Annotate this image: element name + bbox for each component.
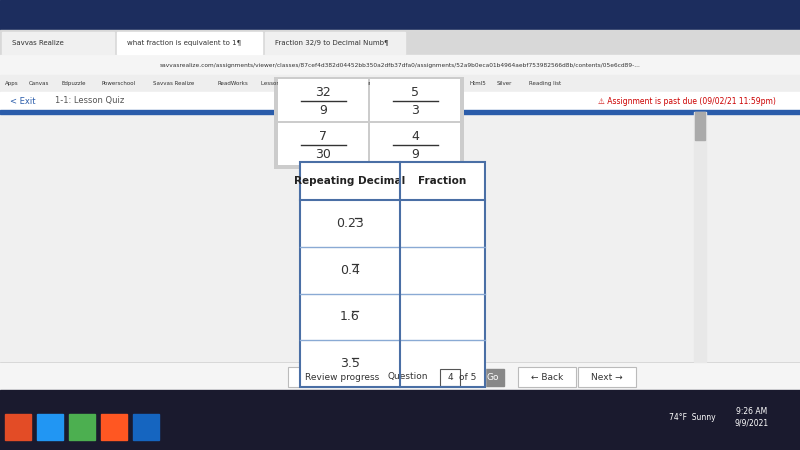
Bar bbox=[0, 30, 800, 55]
Bar bbox=[288, 367, 396, 387]
Text: Savvas Realize: Savvas Realize bbox=[12, 40, 64, 46]
Text: 3.5: 3.5 bbox=[340, 357, 360, 370]
Text: savvasrealize.com/assignments/viewer/classes/87cef4d382d04452bb350a2dfb37dfa0/as: savvasrealize.com/assignments/viewer/cla… bbox=[159, 63, 641, 68]
Bar bbox=[0, 0, 800, 30]
Text: 4: 4 bbox=[447, 373, 453, 382]
Bar bbox=[482, 369, 504, 386]
Text: Html5: Html5 bbox=[469, 81, 486, 86]
Text: 1.6: 1.6 bbox=[340, 310, 360, 324]
Text: 9:26 AM: 9:26 AM bbox=[736, 408, 768, 417]
Bar bbox=[278, 123, 368, 165]
Text: 74°F  Sunny: 74°F Sunny bbox=[669, 413, 715, 422]
Text: 9/9/2021: 9/9/2021 bbox=[735, 418, 769, 427]
Text: what fraction is equivalent to 1¶: what fraction is equivalent to 1¶ bbox=[127, 40, 241, 46]
Bar bbox=[0, 390, 800, 450]
Text: of 5: of 5 bbox=[459, 373, 477, 382]
Text: 32: 32 bbox=[315, 86, 331, 99]
Text: Repeating Decimal: Repeating Decimal bbox=[294, 176, 406, 186]
Text: 9: 9 bbox=[319, 104, 327, 117]
Text: Reading list: Reading list bbox=[529, 81, 561, 86]
Bar bbox=[300, 162, 485, 200]
Text: Next →: Next → bbox=[591, 373, 623, 382]
Bar bbox=[578, 367, 636, 387]
Bar bbox=[0, 114, 800, 390]
Text: Savvas Realize: Savvas Realize bbox=[153, 81, 194, 86]
Text: Review progress: Review progress bbox=[305, 373, 379, 382]
Bar bbox=[300, 162, 485, 387]
Bar bbox=[0, 362, 800, 390]
Text: 0.23: 0.23 bbox=[336, 217, 364, 230]
Bar bbox=[695, 112, 705, 140]
Text: ← Back: ← Back bbox=[531, 373, 563, 382]
Text: Fraction 32/9 to Decimal Numb¶: Fraction 32/9 to Decimal Numb¶ bbox=[275, 40, 389, 46]
Bar bbox=[370, 123, 460, 165]
Text: Explore Learning: Explore Learning bbox=[397, 81, 443, 86]
Bar bbox=[0, 110, 800, 114]
Bar bbox=[117, 32, 262, 54]
Text: Canvas: Canvas bbox=[29, 81, 50, 86]
Text: Apps: Apps bbox=[5, 81, 18, 86]
Bar bbox=[0, 75, 800, 92]
Bar bbox=[440, 369, 460, 386]
Text: Powerschool: Powerschool bbox=[101, 81, 135, 86]
Text: 3: 3 bbox=[411, 104, 419, 117]
Text: Edpuzzle: Edpuzzle bbox=[61, 81, 86, 86]
Text: 0.4: 0.4 bbox=[340, 264, 360, 277]
Text: 5: 5 bbox=[411, 86, 419, 99]
Bar bbox=[101, 414, 127, 440]
Bar bbox=[694, 112, 706, 362]
Text: Lesson Schedule: Lesson Schedule bbox=[261, 81, 307, 86]
Text: 9: 9 bbox=[411, 148, 419, 161]
Bar bbox=[69, 414, 95, 440]
Bar bbox=[133, 414, 159, 440]
Text: Question: Question bbox=[388, 373, 428, 382]
Bar bbox=[2, 32, 114, 54]
Text: Fraction: Fraction bbox=[418, 176, 466, 186]
Bar bbox=[0, 92, 800, 110]
Text: ReadWorks: ReadWorks bbox=[217, 81, 248, 86]
Bar bbox=[300, 162, 485, 387]
Text: Math playground: Math playground bbox=[329, 81, 376, 86]
Text: 7: 7 bbox=[319, 130, 327, 144]
Text: Silver: Silver bbox=[497, 81, 512, 86]
Bar bbox=[5, 414, 31, 440]
Bar bbox=[278, 79, 368, 121]
Bar bbox=[37, 414, 63, 440]
Bar bbox=[518, 367, 576, 387]
Text: ⚠ Assignment is past due (09/02/21 11:59pm): ⚠ Assignment is past due (09/02/21 11:59… bbox=[598, 96, 776, 105]
Text: 30: 30 bbox=[315, 148, 331, 161]
Bar bbox=[265, 32, 405, 54]
Text: 1-1: Lesson Quiz: 1-1: Lesson Quiz bbox=[55, 96, 124, 105]
Bar bbox=[0, 55, 800, 75]
Text: < Exit: < Exit bbox=[10, 96, 35, 105]
Bar bbox=[274, 77, 464, 169]
Text: Go: Go bbox=[486, 373, 499, 382]
Bar bbox=[370, 79, 460, 121]
Text: 4: 4 bbox=[411, 130, 419, 144]
